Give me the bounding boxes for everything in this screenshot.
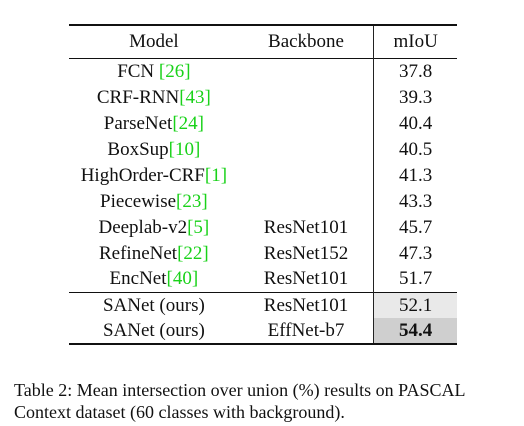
backbone-cell: EffNet-b7: [238, 318, 374, 345]
table-header-row: Model Backbone mIoU: [69, 24, 457, 58]
model-name: FCN: [117, 60, 159, 82]
miou-cell: 45.7: [373, 214, 457, 240]
header-miou: mIoU: [373, 24, 457, 58]
backbone-cell: ResNet101: [263, 268, 349, 290]
citation-link[interactable]: [26]: [158, 60, 191, 82]
table-row: HighOrder-CRF[1] 41.3: [69, 162, 457, 188]
table-row: BoxSup[10] 40.5: [69, 136, 457, 162]
miou-cell: 43.3: [373, 188, 457, 214]
results-table: Model Backbone mIoU FCN [26] 37.8 CRF-RN…: [69, 24, 457, 345]
backbone-cell: [239, 136, 374, 162]
model-cell: CRF-RNN[43]: [69, 84, 239, 110]
table-row: Deeplab-v2[5] ResNet101 45.7: [69, 214, 457, 240]
backbone-cell: ResNet152: [263, 242, 349, 264]
miou-cell: 47.3: [373, 240, 457, 266]
model-cell: Piecewise[23]: [69, 188, 239, 214]
miou-cell: 39.3: [373, 84, 457, 110]
model-name: Piecewise: [100, 190, 177, 212]
table-row: Piecewise[23] 43.3: [69, 188, 457, 214]
model-cell: SANet (ours): [69, 291, 239, 318]
table-row-ours-best: SANet (ours) EffNet-b7 54.4: [69, 318, 457, 345]
miou-cell: 40.5: [373, 136, 457, 162]
table-row-ours: SANet (ours) ResNet101 52.1: [69, 291, 457, 318]
table-row: RefineNet[22] ResNet152 47.3: [69, 240, 457, 266]
model-name: HighOrder-CRF: [80, 164, 205, 186]
table-row: FCN [26] 37.8: [69, 57, 457, 84]
results-table-container: Model Backbone mIoU FCN [26] 37.8 CRF-RN…: [69, 24, 457, 345]
citation-link[interactable]: [1]: [204, 164, 228, 186]
backbone-cell: [239, 84, 374, 110]
header-model: Model: [69, 24, 239, 58]
table-caption: Table 2: Mean intersection over union (%…: [14, 380, 465, 422]
citation-link[interactable]: [24]: [172, 112, 204, 134]
citation-link[interactable]: [23]: [176, 190, 208, 212]
model-cell: BoxSup[10]: [69, 136, 239, 162]
backbone-cell: [239, 110, 374, 136]
miou-cell: 51.7: [373, 266, 457, 292]
table-row: EncNet[40] ResNet101 51.7: [69, 266, 457, 292]
model-name: RefineNet: [99, 242, 178, 264]
table-row: ParseNet[24] 40.4: [69, 110, 457, 136]
miou-cell: 37.8: [373, 57, 457, 84]
model-cell: EncNet[40]: [69, 266, 239, 292]
model-cell: Deeplab-v2[5]: [69, 214, 239, 240]
backbone-cell: ResNet101: [238, 291, 374, 318]
citation-link[interactable]: [10]: [168, 138, 201, 160]
citation-link[interactable]: [5]: [187, 216, 210, 238]
miou-cell: 41.3: [373, 162, 457, 188]
model-cell: HighOrder-CRF[1]: [69, 162, 239, 188]
header-backbone: Backbone: [238, 24, 374, 58]
model-name: ParseNet: [103, 112, 173, 134]
model-name: Deeplab-v2: [98, 216, 188, 238]
miou-cell: 40.4: [373, 110, 457, 136]
citation-link[interactable]: [22]: [177, 242, 209, 264]
backbone-cell: [239, 188, 374, 214]
model-name: CRF-RNN: [96, 86, 180, 108]
citation-link[interactable]: [43]: [179, 86, 211, 108]
backbone-cell: ResNet101: [263, 216, 349, 238]
model-cell: FCN [26]: [69, 57, 239, 84]
backbone-cell: [238, 57, 374, 84]
model-cell: SANet (ours): [69, 318, 239, 345]
table-row: CRF-RNN[43] 39.3: [69, 84, 457, 110]
model-cell: ParseNet[24]: [69, 110, 239, 136]
citation-link[interactable]: [40]: [166, 268, 199, 290]
model-cell: RefineNet[22]: [69, 240, 239, 266]
model-name: SANet (ours): [102, 320, 205, 341]
model-name: SANet (ours): [102, 294, 205, 316]
backbone-cell: [239, 162, 374, 188]
model-name: BoxSup: [107, 138, 169, 160]
model-name: EncNet: [109, 268, 167, 290]
miou-cell-best: 54.4: [373, 318, 457, 345]
miou-cell-highlight: 52.1: [373, 291, 457, 318]
